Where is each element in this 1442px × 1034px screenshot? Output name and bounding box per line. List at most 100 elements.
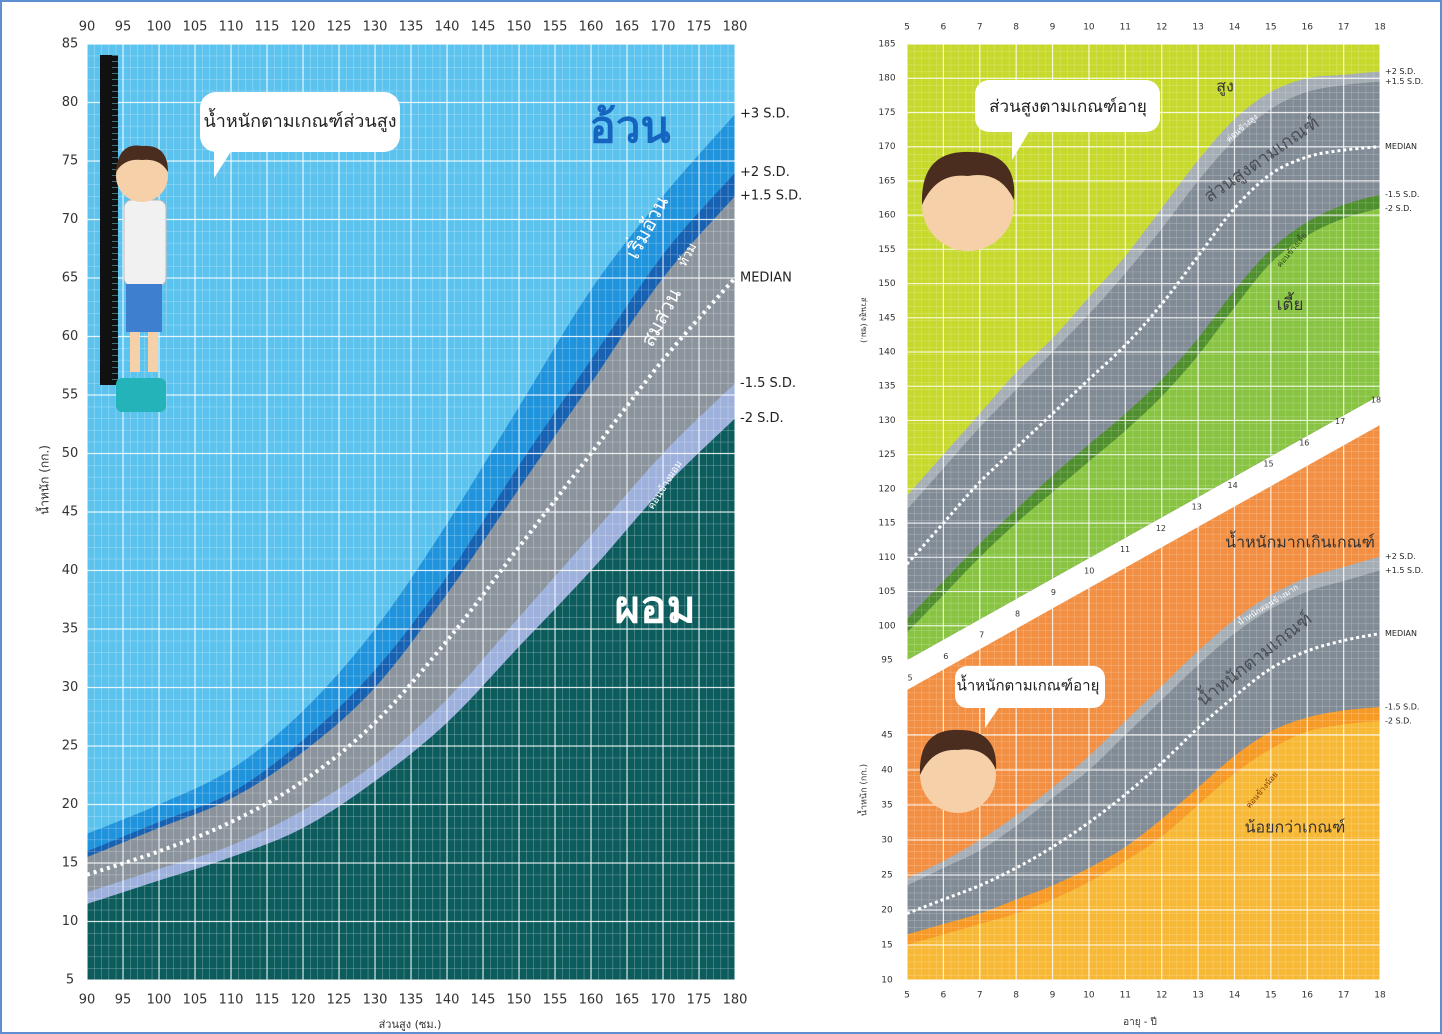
annotation: เตี้ย [1277, 292, 1304, 315]
y-tick-label: 175 [878, 108, 895, 118]
x-tick-label: 11 [1120, 23, 1131, 33]
x-tick-label: 155 [543, 20, 568, 35]
y-tick-label: 45 [881, 731, 892, 741]
y-tick-label: 165 [878, 176, 895, 186]
y-tick-label: 55 [62, 388, 79, 403]
x-tick-label: 16 [1302, 991, 1314, 1001]
age-band-label: 18 [1371, 396, 1381, 405]
x-tick-label: 5 [904, 23, 910, 33]
axis-label: น้ำหนัก (กก.) [857, 764, 870, 816]
series-label: -2 S.D. [740, 411, 784, 426]
axis-label: ส่วนสูง (ซม.) [859, 297, 869, 343]
y-tick-label: 35 [881, 801, 892, 811]
x-tick-label: 140 [435, 20, 460, 35]
median-line [87, 276, 735, 877]
x-tick-label: 95 [115, 20, 132, 35]
x-tick-label: 150 [507, 20, 532, 35]
y-tick-label: 160 [878, 211, 895, 221]
age-band-label: 12 [1156, 524, 1166, 533]
y-tick-label: 15 [62, 856, 79, 871]
annotation: ส่วนสูงตามเกณฑ์อายุ [989, 97, 1147, 117]
face [922, 159, 1014, 251]
x-tick-label: 8 [1013, 991, 1019, 1001]
y-tick-label: 85 [62, 37, 79, 52]
x-tick-label: 140 [435, 993, 460, 1008]
age-band-label: 7 [979, 631, 984, 640]
x-tick-label: 10 [1083, 23, 1095, 33]
boy-leg [148, 332, 158, 372]
x-tick-label: 170 [651, 20, 676, 35]
age-band-label: 14 [1228, 481, 1238, 490]
annotation: น้ำหนักตามเกณฑ์ส่วนสูง [203, 108, 396, 132]
series-label: -2 S.D. [1385, 204, 1412, 213]
axis-label: ส่วนสูง (ซม.) [379, 1018, 442, 1031]
median-line [907, 145, 1380, 566]
axis-label: อายุ - ปี [1123, 1016, 1157, 1028]
age-band-label: 13 [1192, 502, 1202, 511]
series-label: -2 S.D. [1385, 717, 1412, 726]
series-label: +1.5 S.D. [1385, 77, 1423, 86]
y-tick-label: 25 [881, 871, 892, 881]
y-tick-label: 50 [62, 446, 79, 461]
x-tick-label: 165 [615, 993, 640, 1008]
speech-tail [1012, 130, 1030, 160]
x-tick-label: 95 [115, 993, 132, 1008]
x-tick-label: 90 [79, 993, 96, 1008]
x-tick-label: 160 [579, 20, 604, 35]
series-label: +2 S.D. [1385, 552, 1416, 561]
y-tick-label: 10 [881, 976, 893, 986]
x-tick-label: 180 [723, 993, 748, 1008]
y-tick-label: 135 [878, 382, 895, 392]
x-tick-label: 125 [327, 20, 352, 35]
x-tick-label: 12 [1156, 991, 1167, 1001]
boy-shirt [123, 199, 167, 287]
decoration [100, 55, 1160, 813]
age-band-label: 15 [1263, 460, 1273, 469]
x-tick-label: 115 [255, 993, 280, 1008]
y-tick-label: 25 [62, 739, 79, 754]
y-tick-label: 110 [878, 553, 895, 563]
x-tick-label: 15 [1265, 991, 1276, 1001]
age-band-label: 5 [907, 674, 912, 683]
y-tick-label: 30 [881, 836, 893, 846]
speech-tail [985, 706, 1000, 728]
y-tick-label: 140 [878, 348, 895, 358]
age-band-label: 17 [1335, 417, 1345, 426]
x-tick-label: 135 [399, 993, 424, 1008]
hair [921, 151, 1015, 205]
x-tick-label: 11 [1120, 991, 1131, 1001]
x-tick-label: 16 [1302, 23, 1314, 33]
series-label: MEDIAN [740, 271, 792, 286]
x-tick-label: 155 [543, 993, 568, 1008]
x-tick-label: 115 [255, 20, 280, 35]
series-label: MEDIAN [1385, 629, 1417, 638]
y-tick-label: 15 [881, 941, 892, 951]
x-tick-label: 105 [183, 993, 208, 1008]
boy-head [116, 150, 168, 202]
x-tick-label: 5 [904, 991, 910, 1001]
x-tick-label: 100 [147, 20, 172, 35]
x-tick-label: 145 [471, 20, 496, 35]
x-tick-label: 180 [723, 20, 748, 35]
y-tick-label: 20 [62, 797, 79, 812]
y-tick-label: 170 [878, 142, 895, 152]
annotation: น้อยกว่าเกณฑ์ [1245, 818, 1346, 837]
x-tick-label: 165 [615, 20, 640, 35]
annotation: ผอม [614, 582, 695, 633]
series-label: +2 S.D. [740, 165, 790, 180]
series-label: -1.5 S.D. [740, 376, 796, 391]
x-tick-label: 12 [1156, 23, 1167, 33]
x-tick-label: 120 [291, 20, 316, 35]
scale [116, 378, 166, 412]
series-label: +3 S.D. [740, 107, 790, 122]
y-tick-label: 95 [881, 656, 892, 666]
series-label: +2 S.D. [1385, 67, 1416, 76]
x-tick-label: 7 [977, 23, 983, 33]
x-tick-label: 130 [363, 993, 388, 1008]
y-tick-label: 80 [62, 95, 79, 110]
y-tick-label: 20 [881, 906, 893, 916]
x-tick-label: 14 [1229, 991, 1241, 1001]
x-tick-label: 7 [977, 991, 983, 1001]
